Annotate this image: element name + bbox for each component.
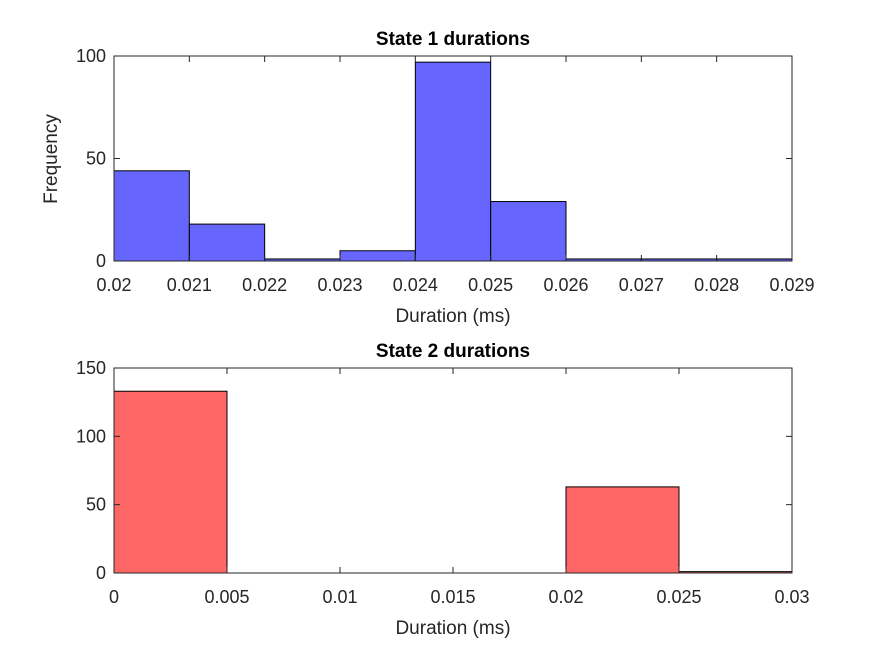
histogram-bar [339,250,416,262]
x-tick-label: 0.025 [656,587,701,607]
x-tick-label: 0 [109,587,119,607]
x-tick-label: 0.024 [393,275,438,295]
y-tick-label: 100 [76,426,106,446]
chart2-x-ticks: 0 0.005 0.01 0.015 0.02 0.025 0.03 [109,368,810,607]
y-tick-label: 100 [76,46,106,66]
chart1-x-axis-label: Duration (ms) [395,306,510,327]
y-tick-label: 50 [86,149,106,169]
x-tick-label: 0.023 [317,275,362,295]
histogram-bar [565,486,680,574]
x-tick-label: 0.02 [548,587,583,607]
histogram-bar [188,223,266,262]
chart1-x-ticks: 0.02 0.021 0.022 0.023 0.024 0.025 0.026 0.027 0… [96,56,815,295]
x-tick-label: 0.005 [204,587,249,607]
chart2-bars [113,390,793,574]
y-tick-label: 150 [76,358,106,378]
x-tick-label: 0.021 [167,275,212,295]
x-tick-label: 0.029 [769,275,814,295]
histogram-bar [414,61,492,262]
chart1-title: State 1 durations [376,29,530,50]
y-tick-label: 0 [96,251,106,271]
chart1-y-ticks: 0 50 100 [76,46,792,271]
y-tick-label: 50 [86,495,106,515]
chart2-x-axis-label: Duration (ms) [395,618,510,639]
histogram-bar [490,201,567,262]
subplot-state2: State 2 durations 0 0.005 0.01 0.015 0.02 0.0… [76,341,810,639]
x-tick-label: 0.022 [242,275,287,295]
y-tick-label: 0 [96,563,106,583]
x-tick-label: 0.015 [430,587,475,607]
chart1-bars [113,61,793,262]
histogram-bar [113,170,190,262]
x-tick-label: 0.025 [468,275,513,295]
x-tick-label: 0.027 [619,275,664,295]
x-tick-label: 0.028 [694,275,739,295]
x-tick-label: 0.026 [543,275,588,295]
x-tick-label: 0.03 [774,587,809,607]
chart2-y-ticks: 0 50 100 150 [76,358,792,583]
chart2-title: State 2 durations [376,341,530,362]
subplot-state1: State 1 durations 0.02 0.021 0.022 0.023 0.0… [41,29,815,327]
chart1-y-axis-label: Frequency [41,114,62,204]
histogram-bar [113,390,228,574]
x-tick-label: 0.02 [96,275,131,295]
x-tick-label: 0.01 [322,587,357,607]
